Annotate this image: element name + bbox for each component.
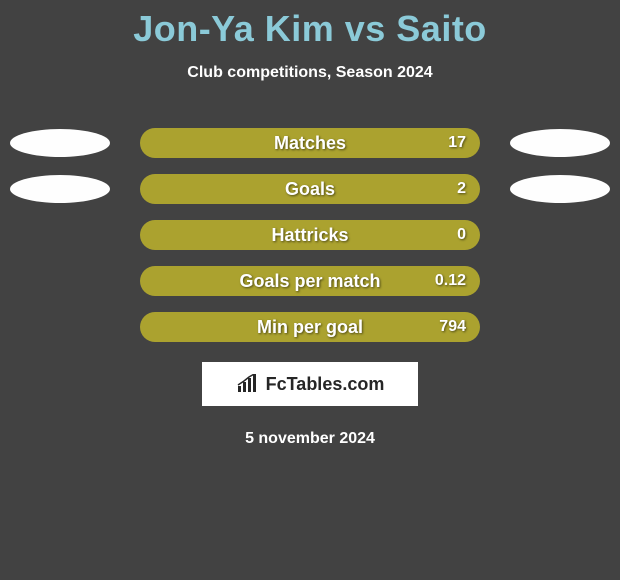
stat-bar: Hattricks 0 bbox=[140, 220, 480, 250]
stat-bar: Min per goal 794 bbox=[140, 312, 480, 342]
date-text: 5 november 2024 bbox=[0, 430, 620, 448]
stat-value: 794 bbox=[439, 318, 466, 336]
stat-value: 0.12 bbox=[435, 272, 466, 290]
player-marker-right bbox=[510, 129, 610, 157]
stat-row: Hattricks 0 bbox=[0, 220, 620, 250]
stat-label: Goals per match bbox=[239, 271, 380, 292]
stat-row: Min per goal 794 bbox=[0, 312, 620, 342]
brand-badge: FcTables.com bbox=[202, 362, 418, 406]
stat-label: Hattricks bbox=[271, 225, 348, 246]
stat-value: 2 bbox=[457, 180, 466, 198]
stat-value: 17 bbox=[448, 134, 466, 152]
player-marker-right bbox=[510, 175, 610, 203]
stat-label: Matches bbox=[274, 133, 346, 154]
page-subtitle: Club competitions, Season 2024 bbox=[0, 50, 620, 82]
stat-row: Goals 2 bbox=[0, 174, 620, 204]
brand-text: FcTables.com bbox=[266, 374, 385, 395]
stat-row: Goals per match 0.12 bbox=[0, 266, 620, 296]
player-marker-left bbox=[10, 175, 110, 203]
stat-bar: Goals per match 0.12 bbox=[140, 266, 480, 296]
player-marker-left bbox=[10, 129, 110, 157]
stat-label: Goals bbox=[285, 179, 335, 200]
stat-value: 0 bbox=[457, 226, 466, 244]
stat-row: Matches 17 bbox=[0, 128, 620, 158]
stat-bar: Matches 17 bbox=[140, 128, 480, 158]
stat-label: Min per goal bbox=[257, 317, 363, 338]
bar-chart-icon bbox=[236, 374, 260, 394]
stats-container: Matches 17 Goals 2 Hattricks 0 Goals per match… bbox=[0, 128, 620, 342]
page-title: Jon-Ya Kim vs Saito bbox=[0, 0, 620, 50]
stat-bar: Goals 2 bbox=[140, 174, 480, 204]
